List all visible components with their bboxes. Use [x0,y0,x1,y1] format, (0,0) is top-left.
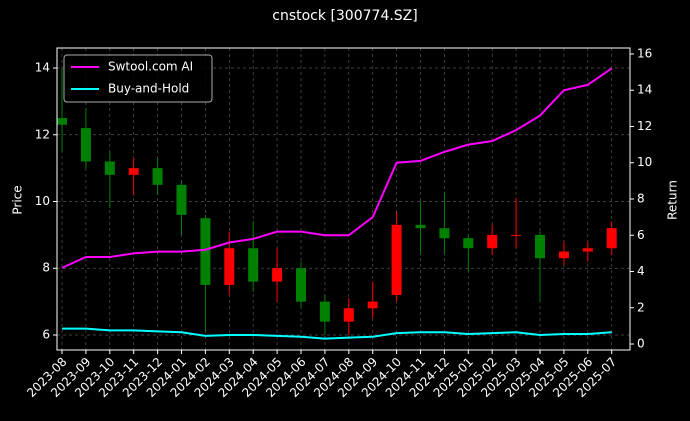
candle-body [319,301,330,322]
y2-tick-label: 14 [637,83,652,97]
y-tick-label: 6 [42,327,50,341]
candle-body [296,268,306,302]
candle-body [343,308,354,322]
candle-body [415,224,426,229]
y2-tick-label: 0 [637,337,645,351]
candle-body [463,238,474,249]
y2-tick-label: 8 [637,192,645,206]
y-tick-label: 14 [35,61,50,75]
y-tick-label: 12 [35,127,50,141]
candle-body [558,251,569,259]
candle-body [272,268,283,282]
candle-body [367,301,378,309]
y-tick-label: 8 [42,261,50,275]
candle-body [224,248,235,285]
candle-body [391,224,402,295]
plot-frame [56,47,631,351]
candle-body [176,184,187,215]
candle-body [80,128,91,162]
candle-body [439,228,450,239]
candle-body [128,168,139,175]
candle-body [248,248,259,282]
candle-body [57,118,67,125]
candle-body [582,248,593,252]
y2-axis-label: Return [666,180,680,220]
series-line [62,327,612,340]
chart-title: cnstock [300774.SZ] [272,8,417,24]
legend-label: Swtool.com AI [108,60,193,74]
y2-tick-label: 4 [637,264,645,278]
y2-tick-label: 10 [637,155,652,169]
candle-body [152,168,163,185]
legend-box [63,54,213,103]
y2-tick-label: 2 [637,300,645,314]
candle-body [535,234,545,259]
y-axis-label: Price [11,185,25,214]
y-tick-label: 10 [35,194,50,208]
candle-body [487,234,498,249]
y2-tick-label: 6 [637,228,645,242]
candle-body [511,234,522,236]
legend-label: Buy-and-Hold [108,82,189,96]
candle-body [606,228,617,249]
y2-tick-label: 12 [637,119,652,133]
y2-tick-label: 16 [637,46,652,60]
candle-body [200,218,211,285]
series-line [61,67,613,269]
candle-body [104,161,115,175]
